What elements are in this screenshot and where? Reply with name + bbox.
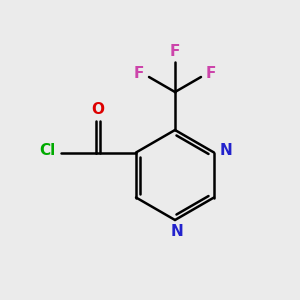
- Text: F: F: [170, 44, 180, 59]
- Text: N: N: [220, 143, 232, 158]
- Text: Cl: Cl: [39, 143, 55, 158]
- Text: N: N: [171, 224, 183, 239]
- Text: F: F: [134, 67, 144, 82]
- Text: O: O: [92, 102, 104, 117]
- Text: F: F: [206, 67, 216, 82]
